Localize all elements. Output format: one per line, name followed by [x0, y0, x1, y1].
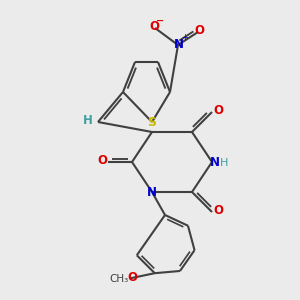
- Text: O: O: [128, 271, 138, 284]
- Text: O: O: [149, 20, 159, 34]
- Text: O: O: [213, 205, 223, 218]
- Text: O: O: [194, 25, 204, 38]
- Text: O: O: [97, 154, 107, 167]
- Text: +: +: [182, 32, 188, 41]
- Text: N: N: [174, 38, 184, 50]
- Text: O: O: [213, 104, 223, 118]
- Text: CH₃: CH₃: [109, 274, 128, 284]
- Text: S: S: [148, 116, 157, 128]
- Text: H: H: [83, 115, 93, 128]
- Text: N: N: [210, 155, 220, 169]
- Text: H: H: [220, 158, 228, 168]
- Text: −: −: [156, 16, 164, 26]
- Text: N: N: [147, 185, 157, 199]
